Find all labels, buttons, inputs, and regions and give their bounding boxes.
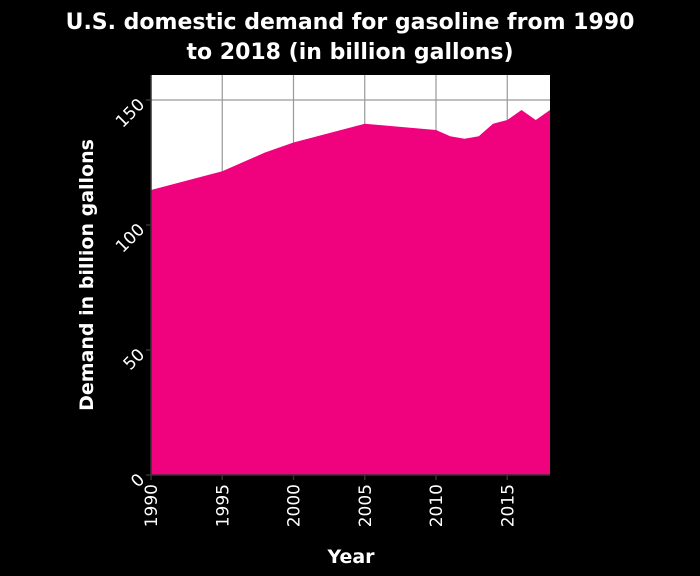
y-axis-title: Demand in billion gallons	[76, 139, 98, 411]
chart-title: U.S. domestic demand for gasoline from 1…	[0, 8, 700, 68]
x-tick-label: 1995	[213, 484, 233, 527]
y-tick-label: 50	[120, 345, 149, 374]
x-tick-label: 2010	[427, 484, 447, 527]
x-tick-label: 2015	[498, 484, 518, 527]
chart-title-line-1: U.S. domestic demand for gasoline from 1…	[65, 10, 635, 35]
chart-title-line-2: to 2018 (in billion gallons)	[186, 40, 514, 65]
x-tick-label: 2000	[285, 484, 305, 527]
y-tick-label: 150	[112, 95, 149, 132]
y-tick-label: 100	[112, 220, 149, 257]
x-tick-label: 2005	[356, 484, 376, 527]
x-tick-label: 1990	[142, 484, 162, 527]
demand-area	[151, 110, 550, 475]
x-axis-title: Year	[326, 546, 375, 568]
